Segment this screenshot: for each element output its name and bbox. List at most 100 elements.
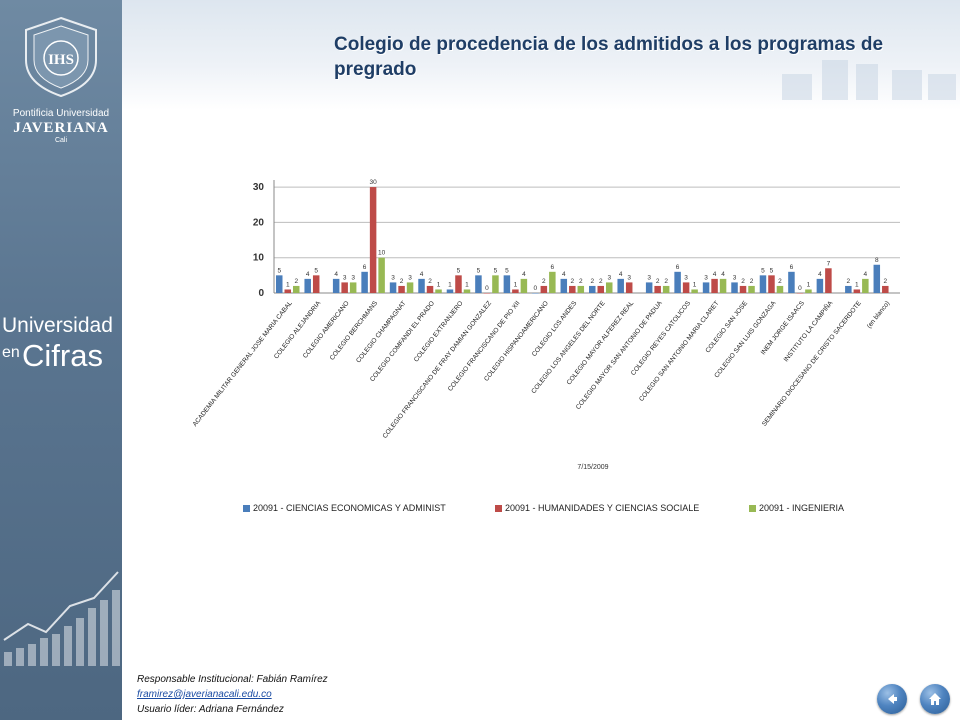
- data-label: 2: [778, 278, 782, 285]
- data-label: 1: [855, 281, 859, 288]
- decorative-tile: [856, 64, 878, 100]
- data-label: 1: [807, 281, 811, 288]
- bar: [304, 278, 311, 293]
- decorative-tile: [782, 74, 812, 100]
- data-label: 4: [864, 271, 868, 278]
- home-button[interactable]: [920, 684, 950, 714]
- bar: [483, 293, 491, 294]
- bar: [776, 285, 784, 293]
- x-tick-label: COLEGIO SAN LUIS GONZAGA: [713, 299, 778, 379]
- bar: [606, 282, 613, 293]
- back-arrow-icon: [888, 694, 897, 704]
- back-button[interactable]: [877, 684, 907, 714]
- bar: [731, 282, 738, 293]
- bar: [455, 275, 462, 293]
- y-tick-label: 0: [258, 288, 264, 299]
- x-tick-label: (en blanco): [866, 300, 892, 330]
- bar: [589, 285, 596, 293]
- bar: [560, 278, 568, 293]
- data-label: 2: [570, 278, 574, 285]
- data-label: 2: [599, 278, 603, 285]
- data-label: 3: [627, 274, 631, 281]
- university-name-line3: Cali: [54, 137, 68, 144]
- data-label: 4: [562, 271, 566, 278]
- data-label: 2: [741, 278, 745, 285]
- decorative-tile: [928, 74, 956, 100]
- data-label: 7: [827, 260, 831, 267]
- bar: [748, 285, 755, 293]
- bar: [853, 289, 861, 293]
- bar: [662, 285, 670, 293]
- bar: [845, 285, 852, 293]
- bar: [503, 275, 511, 293]
- bar: [349, 282, 357, 293]
- data-label: 2: [542, 278, 546, 285]
- legend-item: 20091 - HUMANIDADES Y CIENCIAS SOCIALE: [495, 503, 699, 513]
- bar: [617, 278, 624, 293]
- data-label: 5: [770, 267, 774, 274]
- data-label: 3: [733, 274, 737, 281]
- bar: [805, 289, 812, 293]
- legend-label: 20091 - INGENIERIA: [759, 503, 845, 513]
- data-label: 0: [798, 285, 802, 292]
- data-label: 2: [590, 278, 594, 285]
- bar: [276, 275, 283, 293]
- home-icon: [929, 693, 941, 705]
- data-label: 4: [721, 271, 725, 278]
- data-label: 2: [428, 278, 432, 285]
- data-label: 2: [294, 278, 298, 285]
- x-tick-label: COLEGIO REYES CATOLICOS: [630, 299, 693, 377]
- footer-responsible: Responsable Institucional: Fabián Ramíre…: [137, 674, 328, 685]
- x-tick-label: COLEGIO EXTRANJERO: [413, 300, 465, 364]
- footer-email-link[interactable]: framirez@javerianacali.edu.co: [137, 689, 272, 700]
- data-label: 6: [790, 264, 794, 271]
- data-label: 5: [494, 267, 498, 274]
- data-label: 10: [378, 250, 386, 257]
- legend-item: 20091 - INGENIERIA: [749, 503, 844, 513]
- data-label: 3: [647, 274, 651, 281]
- data-label: 8: [875, 257, 879, 264]
- bar: [369, 187, 377, 293]
- data-label: 2: [656, 278, 660, 285]
- chart-legend: 20091 - CIENCIAS ECONOMICAS Y ADMINIST 20…: [243, 503, 883, 517]
- decorative-growth-chart-icon: [3, 571, 120, 666]
- bar: [702, 282, 710, 293]
- bar: [284, 289, 291, 293]
- data-label: 2: [750, 278, 754, 285]
- bar: [691, 289, 698, 293]
- bar: [825, 268, 832, 293]
- bar: [682, 282, 690, 293]
- bar: [532, 293, 539, 294]
- header-banner: [122, 0, 960, 110]
- decorative-tile: [892, 70, 922, 100]
- data-label: 2: [400, 278, 404, 285]
- x-tick-label: COLEGIO FRANCISCANO DE FRAY DAMIAN GONZA…: [382, 300, 493, 440]
- bar: [549, 271, 556, 293]
- bar: [654, 285, 661, 293]
- footer: Responsable Institucional: Fabián Ramíre…: [137, 672, 328, 717]
- bar: [332, 278, 340, 293]
- data-label: 2: [847, 278, 851, 285]
- bar: [645, 282, 653, 293]
- bar: [389, 282, 397, 293]
- sidebar: IHS Pontificia Universidad JAVERIANA Cal…: [0, 0, 122, 720]
- bar: [625, 282, 633, 293]
- bar: [796, 293, 804, 294]
- footer-leader: Usuario líder: Adriana Fernández: [137, 704, 284, 715]
- data-label: 2: [883, 278, 887, 285]
- bar: [569, 285, 576, 293]
- data-label: 4: [334, 271, 338, 278]
- bar: [312, 275, 320, 293]
- bar: [418, 278, 425, 293]
- data-label: 0: [534, 285, 538, 292]
- bar: [398, 285, 405, 293]
- bar: [540, 285, 548, 293]
- bar: [768, 275, 775, 293]
- data-label: 5: [477, 267, 481, 274]
- data-label: 4: [522, 271, 526, 278]
- university-name-line1: Pontificia Universidad: [12, 108, 110, 119]
- data-label: 4: [713, 271, 717, 278]
- bar: [882, 285, 889, 293]
- bar: [293, 285, 300, 293]
